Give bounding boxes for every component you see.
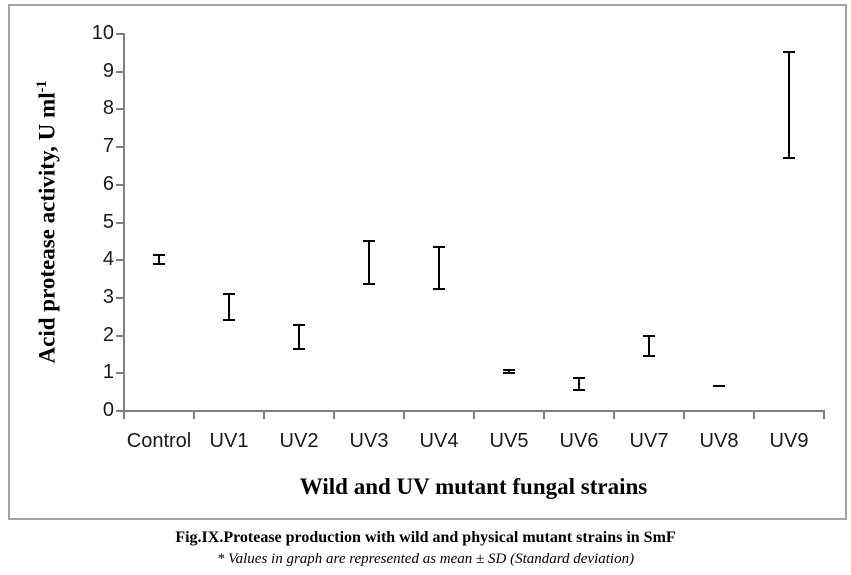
error-bar-bottom-cap (503, 371, 515, 374)
x-tick-mark (543, 410, 545, 419)
x-tick-mark (263, 410, 265, 419)
y-tick-mark (116, 221, 125, 224)
error-bar-top-cap (223, 293, 235, 296)
error-bar-top-cap (293, 324, 305, 327)
x-tick-mark (123, 410, 125, 419)
x-tick-mark (333, 410, 335, 419)
x-tick-label: UV3 (349, 430, 389, 452)
y-tick-label: 10 (91, 22, 114, 44)
error-bar-top-cap (783, 51, 795, 54)
y-tick-mark (116, 372, 125, 375)
x-tick-mark (823, 410, 825, 419)
y-tick-label: 5 (102, 210, 114, 233)
error-bar-bottom-cap (223, 318, 235, 321)
x-tick-mark (613, 410, 615, 419)
x-tick-mark (473, 410, 475, 419)
y-tick-mark (116, 259, 125, 262)
x-tick-label: UV7 (629, 430, 669, 452)
x-tick-label: UV2 (279, 430, 319, 452)
chart-figure: Acid protease activity, U ml-1 0 1 2 3 4 5 6 7 8… (8, 4, 847, 520)
error-bar (438, 246, 440, 290)
error-bar-bottom-cap (573, 389, 585, 392)
figure-caption-note: * Values in graph are represented as mea… (216, 551, 635, 567)
y-axis-title-superscript: -1 (34, 80, 50, 93)
y-tick-mark (116, 183, 125, 186)
error-bar (578, 376, 580, 391)
error-bar-bottom-cap (293, 347, 305, 350)
y-tick-mark (116, 33, 125, 35)
y-tick-mark (116, 410, 125, 412)
error-bar-top-cap (433, 246, 445, 249)
error-bar-bottom-cap (713, 385, 725, 388)
error-bar-top-cap (363, 239, 375, 242)
x-tick-mark (683, 410, 685, 419)
y-tick-label: 9 (102, 59, 114, 82)
error-bar (158, 254, 160, 265)
x-tick-mark (193, 410, 195, 419)
y-tick-mark (116, 334, 125, 337)
x-tick-label: Control (126, 430, 192, 452)
error-bar-bottom-cap (783, 157, 795, 160)
y-tick-label: 0 (102, 399, 114, 421)
y-axis-title-text: Acid protease activity, U ml (34, 92, 60, 364)
error-bar (368, 239, 370, 284)
error-bar-top-cap (503, 368, 515, 371)
x-tick-mark (403, 410, 405, 419)
error-bar-bottom-cap (643, 355, 655, 358)
error-bar (648, 335, 650, 357)
error-bar-top-cap (153, 254, 165, 257)
y-tick-mark (116, 296, 125, 299)
error-bar-top-cap (573, 376, 585, 379)
y-tick-label: 7 (102, 135, 114, 158)
x-tick-label: UV5 (489, 430, 529, 452)
error-bar (788, 51, 790, 159)
figure-caption: Fig.IX.Protease production with wild and… (175, 529, 676, 546)
y-tick-label: 6 (102, 172, 114, 195)
y-tick-mark (116, 146, 125, 149)
error-bar-bottom-cap (363, 282, 375, 285)
error-bar-top-cap (643, 335, 655, 338)
error-bar (228, 293, 230, 320)
x-tick-label: UV4 (419, 430, 459, 452)
y-tick-mark (116, 108, 125, 111)
y-tick-label: 4 (102, 248, 114, 271)
y-tick-label: 8 (102, 97, 114, 120)
x-tick-mark (753, 410, 755, 419)
x-tick-label: UV8 (699, 430, 739, 452)
x-tick-label: UV1 (209, 430, 249, 452)
x-axis-title: Wild and UV mutant fungal strains (299, 474, 648, 499)
y-tick-label: 3 (102, 285, 114, 308)
y-axis-title: Acid protease activity, U ml-1 (28, 32, 60, 412)
y-tick-mark (116, 70, 125, 73)
y-tick-label: 1 (102, 361, 114, 384)
error-bar-bottom-cap (433, 288, 445, 291)
error-bar-bottom-cap (153, 263, 165, 266)
y-tick-label: 2 (102, 323, 114, 346)
error-bar (298, 324, 300, 349)
x-tick-label: UV6 (559, 430, 599, 452)
x-tick-label: UV9 (769, 430, 809, 452)
